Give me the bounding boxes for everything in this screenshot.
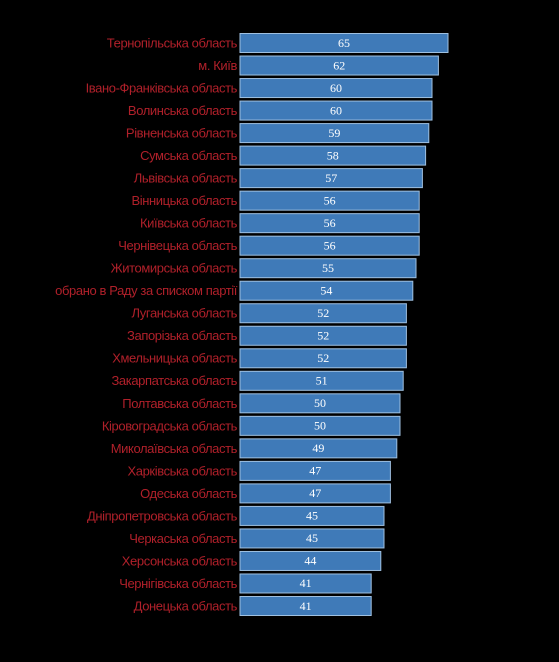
bar: [239, 145, 427, 166]
category-label: Дніпропетровська область: [87, 508, 238, 523]
bar: [239, 123, 430, 144]
value-label: 58: [327, 148, 339, 162]
category-label: Київська область: [140, 216, 238, 231]
value-label: 47: [309, 486, 321, 500]
value-label: 50: [314, 396, 326, 410]
category-label: Чернігівська область: [119, 576, 237, 591]
value-label: 59: [328, 126, 340, 140]
value-label: 50: [314, 419, 326, 433]
bar: [239, 280, 414, 301]
bar: [239, 438, 398, 459]
bar: [239, 258, 417, 279]
bar: [239, 168, 423, 189]
category-label: Закарпатська область: [111, 373, 237, 388]
category-label: м. Київ: [198, 58, 237, 73]
category-label: Луганська область: [132, 306, 238, 321]
bar: [239, 550, 382, 571]
bar: [239, 55, 439, 76]
value-label: 52: [317, 351, 329, 365]
value-label: 56: [324, 216, 336, 230]
bar: [239, 415, 401, 436]
category-label: Сумська область: [140, 148, 238, 163]
bar: [239, 325, 407, 346]
category-label: обрано в Раду за списком партії: [55, 283, 238, 298]
bar: [239, 596, 372, 616]
value-label: 56: [324, 238, 336, 252]
bar: [239, 370, 404, 391]
category-label: Тернопільська область: [107, 35, 238, 50]
value-label: 52: [317, 329, 329, 343]
category-label: Одеська область: [140, 486, 237, 501]
value-label: 45: [306, 509, 318, 523]
value-label: 55: [322, 261, 334, 275]
category-label: Полтавська область: [122, 396, 237, 411]
value-label: 41: [300, 599, 312, 613]
category-label: Львівська область: [134, 171, 238, 186]
category-label: Волинська область: [128, 103, 238, 118]
bar: [239, 573, 372, 594]
category-label: Харківська область: [128, 463, 238, 478]
value-label: 44: [304, 554, 316, 568]
value-label: 62: [333, 58, 345, 72]
value-label: 47: [309, 464, 321, 478]
value-label: 56: [324, 193, 336, 207]
category-label: Кіровоградська область: [102, 418, 238, 433]
value-label: 57: [325, 171, 337, 185]
value-label: 60: [330, 103, 342, 117]
bar: [239, 303, 407, 324]
category-label: Запорізька область: [127, 328, 238, 343]
value-label: 60: [330, 81, 342, 95]
bar: [239, 235, 420, 256]
bar: [239, 460, 391, 481]
value-label: 49: [312, 441, 324, 455]
bar: [239, 100, 433, 121]
category-label: Херсонська область: [122, 553, 238, 568]
category-label: Донецька область: [134, 598, 238, 613]
category-label: Вінницька область: [131, 193, 237, 208]
category-label: Чернівецька область: [118, 238, 237, 253]
value-label: 65: [338, 36, 350, 50]
value-label: 51: [316, 374, 328, 388]
bar: [239, 33, 449, 53]
bar: [239, 393, 401, 414]
value-label: 54: [320, 283, 332, 297]
bar: [239, 78, 433, 99]
value-label: 41: [300, 576, 312, 590]
category-label: Черкаська область: [129, 531, 237, 546]
value-label: 52: [317, 306, 329, 320]
category-label: Миколаївська область: [111, 441, 238, 456]
category-label: Івано-Франківська область: [86, 80, 238, 95]
bar: [239, 213, 420, 234]
category-label: Хмельницька область: [112, 351, 237, 366]
bar: [239, 190, 420, 211]
bar: [239, 348, 407, 369]
bar: [239, 505, 385, 526]
bar: [239, 528, 385, 549]
category-label: Житомирська область: [111, 261, 238, 276]
category-label: Рівненська область: [126, 126, 238, 141]
bar: [239, 483, 391, 504]
value-label: 45: [306, 531, 318, 545]
